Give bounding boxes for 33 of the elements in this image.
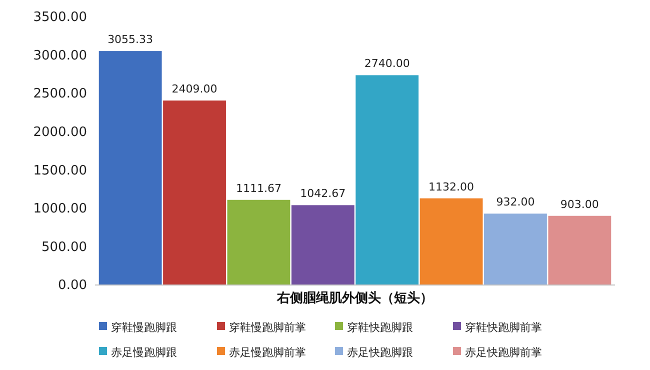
y-tick-label: 3500.00 <box>33 10 87 26</box>
y-tick-label: 1000.00 <box>33 202 87 217</box>
bar <box>98 51 162 285</box>
data-label: 3055.33 <box>108 33 154 46</box>
data-label: 2740.00 <box>364 57 410 70</box>
y-tick-label: 0.00 <box>58 278 87 294</box>
x-tick-label: 右侧腘绳肌外侧头（短头） <box>276 291 433 306</box>
y-tick-label: 3000.00 <box>33 48 87 64</box>
legend-label: 穿鞋快跑脚前掌 <box>465 321 542 334</box>
bar <box>163 100 226 285</box>
data-label: 903.00 <box>560 198 599 211</box>
y-tick-label: 500.00 <box>42 240 87 255</box>
legend-label: 赤足快跑脚跟 <box>347 346 413 359</box>
bar <box>548 216 612 285</box>
legend-label: 赤足快跑脚前掌 <box>465 346 542 359</box>
bar <box>356 75 419 285</box>
data-label: 2409.00 <box>172 82 218 96</box>
legend-label: 穿鞋慢跑脚跟 <box>111 321 177 334</box>
legend-label: 穿鞋快跑脚跟 <box>347 321 413 334</box>
y-tick-label: 2500.00 <box>33 86 87 102</box>
y-tick-label: 2000.00 <box>33 125 87 140</box>
bar <box>420 198 483 285</box>
y-tick-label: 1500.00 <box>33 163 87 178</box>
legend-label: 赤足慢跑脚前掌 <box>229 346 306 359</box>
data-label: 1132.00 <box>428 180 474 194</box>
data-label: 1111.67 <box>236 182 282 195</box>
bar <box>291 205 354 285</box>
data-label: 1042.67 <box>300 187 346 200</box>
legend-label: 穿鞋慢跑脚前掌 <box>229 321 306 334</box>
legend-label: 赤足慢跑脚跟 <box>111 346 177 359</box>
bar <box>484 214 547 285</box>
bar <box>227 200 290 285</box>
data-label: 932.00 <box>496 196 535 209</box>
